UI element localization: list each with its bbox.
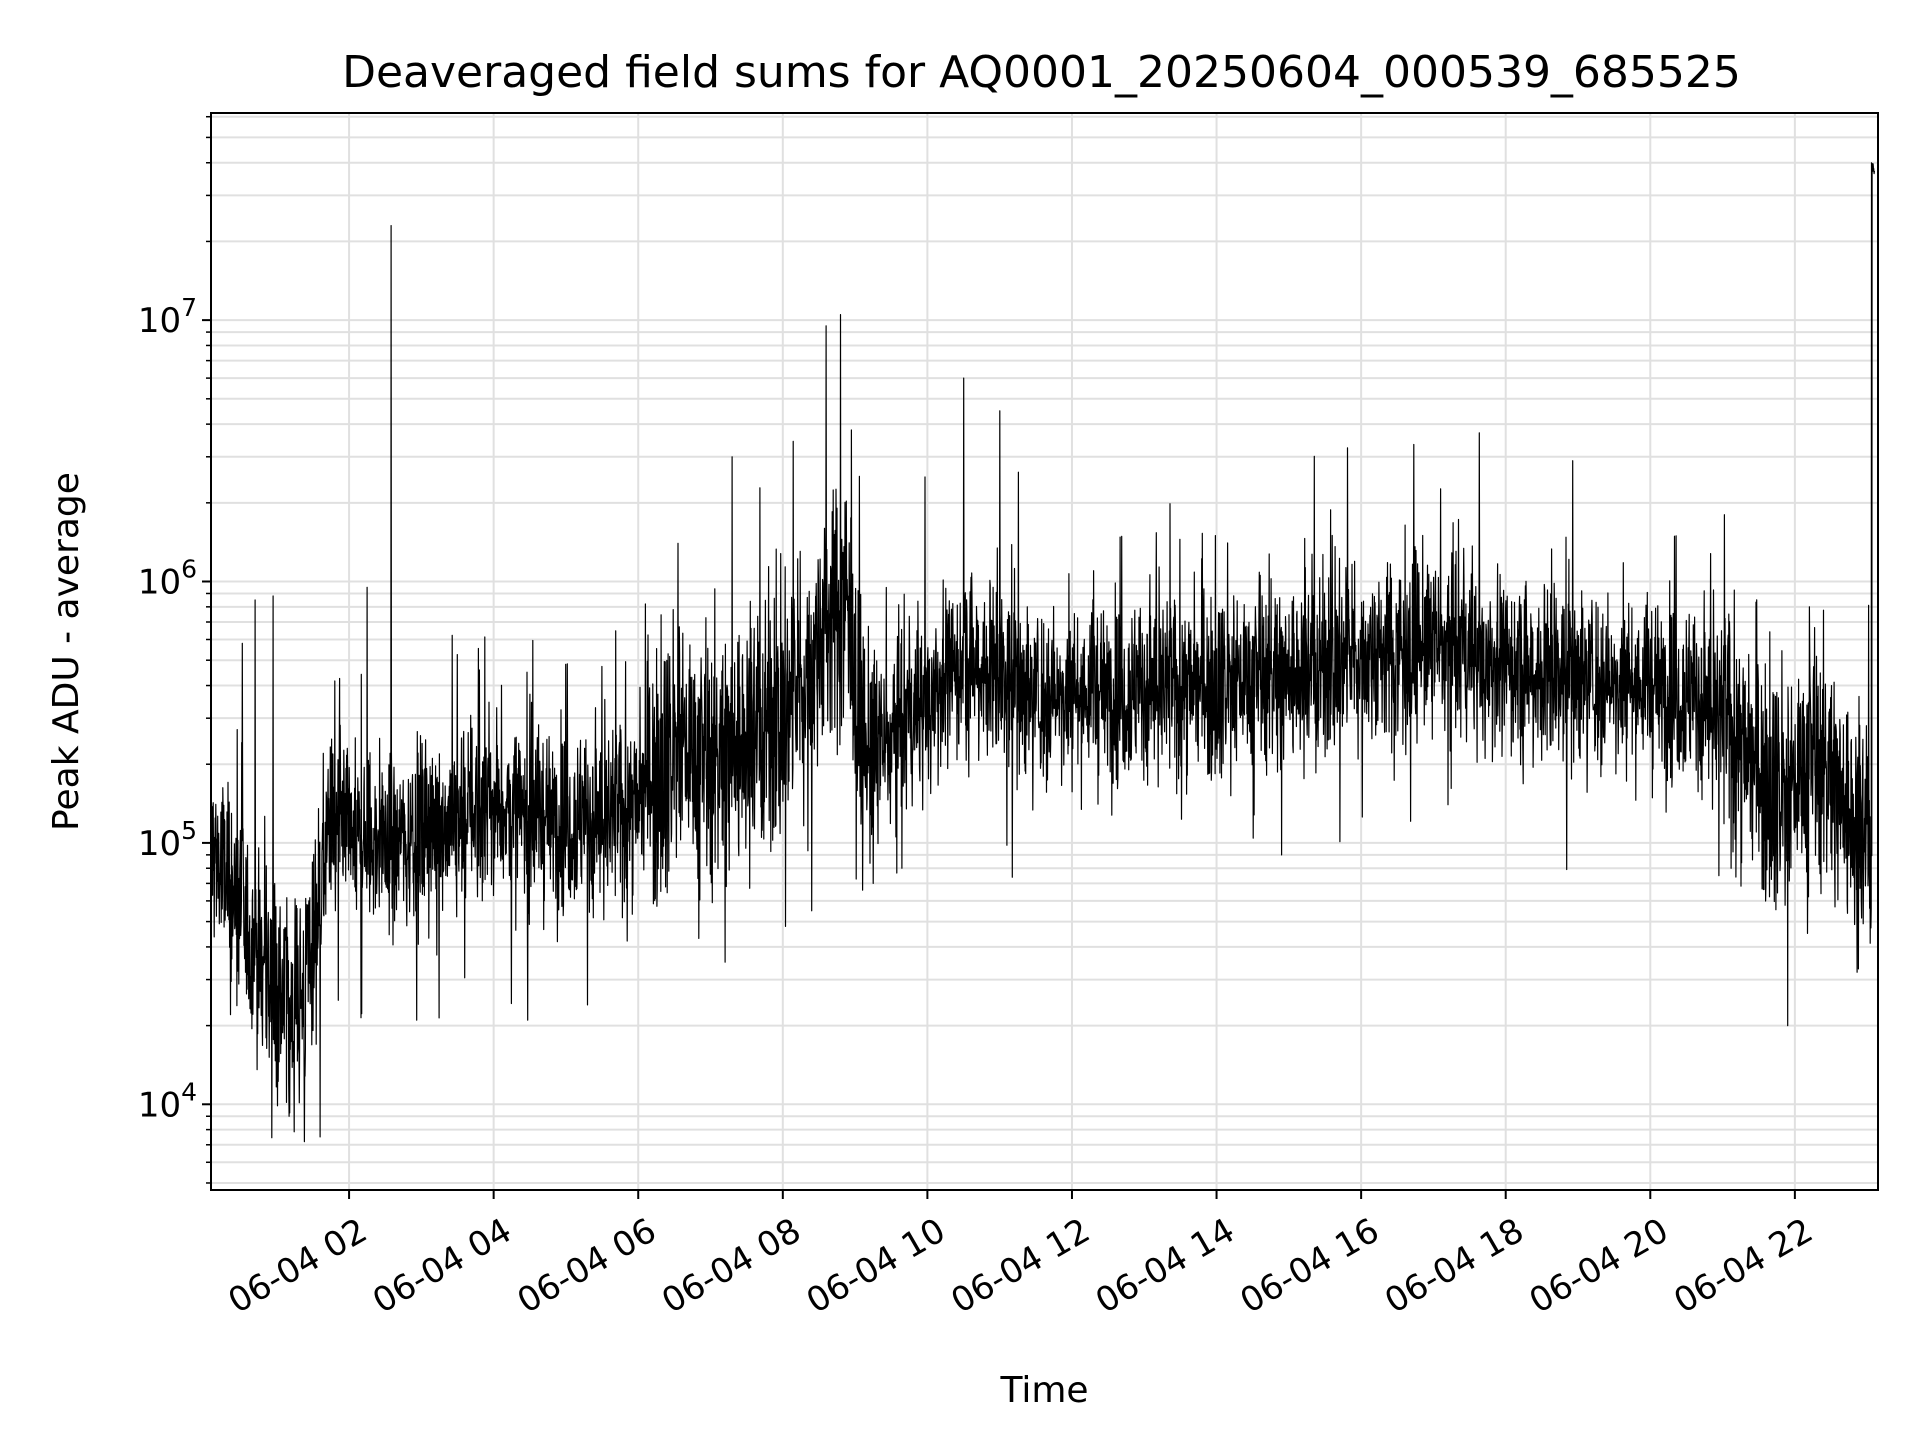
x-tick-label: 06-04 18 bbox=[1378, 1211, 1530, 1322]
y-tick-label: 107 bbox=[138, 293, 197, 341]
x-tick-label: 06-04 20 bbox=[1523, 1211, 1675, 1322]
y-tick-label: 106 bbox=[138, 555, 197, 603]
y-tick-exponent: 6 bbox=[181, 555, 197, 584]
series-line bbox=[210, 162, 1875, 1143]
y-tick-base: 10 bbox=[138, 563, 181, 603]
y-tick-base: 10 bbox=[138, 301, 181, 341]
x-tick-label: 06-04 22 bbox=[1667, 1211, 1819, 1322]
y-tick-label: 104 bbox=[138, 1077, 197, 1125]
data-line bbox=[210, 162, 1875, 1143]
x-tick-label: 06-04 02 bbox=[222, 1211, 374, 1322]
y-tick-exponent: 5 bbox=[181, 816, 197, 845]
grid bbox=[211, 113, 1878, 1190]
x-tick-label: 06-04 16 bbox=[1234, 1211, 1386, 1322]
x-tick-label: 06-04 10 bbox=[800, 1211, 952, 1322]
y-tick-exponent: 7 bbox=[181, 293, 197, 322]
y-tick-exponent: 4 bbox=[181, 1077, 197, 1106]
y-axis-label: Peak ADU - average bbox=[46, 472, 87, 831]
x-tick-label: 06-04 08 bbox=[655, 1211, 807, 1322]
y-tick-label: 105 bbox=[138, 816, 197, 864]
y-tick-base: 10 bbox=[138, 824, 181, 864]
x-tick-label: 06-04 04 bbox=[366, 1211, 518, 1322]
x-axis-label: Time bbox=[999, 1370, 1088, 1411]
plot-frame bbox=[210, 112, 1879, 1191]
y-tick-base: 10 bbox=[138, 1085, 181, 1125]
x-tick-label: 06-04 06 bbox=[511, 1211, 663, 1322]
x-tick-label: 06-04 14 bbox=[1089, 1211, 1241, 1322]
chart-title: Deaveraged field sums for AQ0001_2025060… bbox=[342, 47, 1741, 98]
x-tick-label: 06-04 12 bbox=[944, 1211, 1096, 1322]
